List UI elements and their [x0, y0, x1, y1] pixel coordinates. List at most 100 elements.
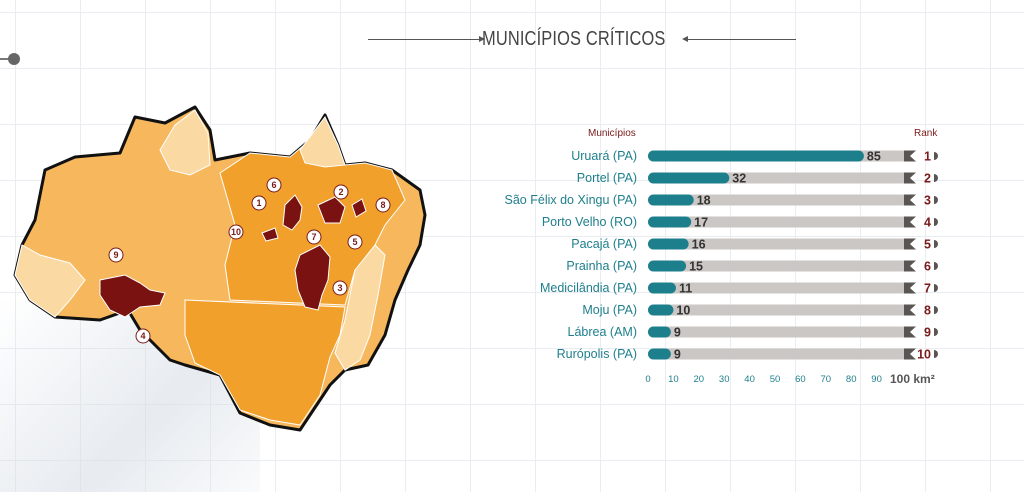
rank-end-cap — [934, 328, 938, 336]
map-pin-circle — [266, 177, 282, 193]
map-pin-circle — [108, 247, 124, 263]
bar — [648, 238, 689, 250]
critical-area-porto-velho — [99, 274, 166, 318]
map-pin-label: 7 — [311, 232, 316, 242]
rank-label: 1 — [924, 150, 931, 164]
category-header: Municípios — [588, 128, 636, 139]
map-pin: 7 — [306, 229, 322, 245]
bar — [648, 194, 694, 206]
rank-arrow — [904, 172, 916, 184]
x-tick-label: 90 — [871, 374, 882, 385]
rank-arrow — [904, 238, 916, 250]
rank-end-cap — [934, 284, 938, 292]
bar-value-label: 18 — [697, 194, 711, 208]
bar — [648, 326, 671, 338]
rank-label: 3 — [924, 194, 931, 208]
bar-track — [648, 238, 908, 250]
map-state-roraima — [159, 109, 211, 176]
bar — [648, 260, 687, 272]
bar-value-label: 15 — [689, 260, 703, 274]
rank-arrow — [904, 194, 916, 206]
rank-end-cap — [934, 174, 938, 182]
bar — [648, 348, 671, 360]
rank-arrow — [904, 326, 916, 338]
bar-row: Uruará (PA) 85 1 — [571, 149, 938, 164]
map-pin: 2 — [333, 184, 349, 200]
rank-end-cap — [934, 306, 938, 314]
map-pin-label: 3 — [337, 283, 342, 293]
amazon-map: 1 2 3 4 5 6 7 8 9 10 — [0, 95, 450, 440]
bar-track — [648, 282, 908, 294]
map-pin: 5 — [347, 234, 363, 250]
x-tick-label: 50 — [770, 374, 781, 385]
rank-label: 4 — [924, 216, 931, 230]
bar-category-label: Pacajá (PA) — [571, 237, 637, 251]
rank-arrow — [904, 260, 916, 272]
bar-row: Moju (PA) 10 8 — [582, 303, 938, 318]
bar-value-label: 85 — [867, 150, 881, 164]
bar-value-label: 9 — [674, 348, 681, 362]
critical-area-portel — [317, 196, 346, 224]
map-pin: 8 — [375, 197, 391, 213]
bar-row: Lábrea (AM) 9 9 — [568, 325, 938, 340]
bar-value-label: 11 — [679, 282, 692, 296]
x-tick-label: 0 — [645, 374, 650, 385]
rank-label: 2 — [924, 172, 931, 186]
rank-end-cap — [934, 218, 938, 226]
map-pin-circle — [375, 197, 391, 213]
critical-area-sao-felix — [294, 244, 331, 311]
critical-area-uruara — [282, 194, 303, 231]
page-title: MUNICÍPIOS CRÍTICOS — [482, 28, 666, 50]
title-rule-right — [682, 36, 796, 42]
rank-arrow — [904, 216, 916, 228]
map-state-mato-grosso — [184, 299, 346, 426]
rank-label: 5 — [924, 238, 931, 252]
rank-label: 8 — [924, 304, 931, 318]
bar-value-label: 17 — [694, 216, 708, 230]
map-state-acre — [14, 244, 86, 318]
critical-area-medicilandia — [261, 227, 279, 242]
title-rule-left — [368, 36, 485, 42]
map-pin-label: 5 — [352, 237, 357, 247]
rank-end-cap — [934, 262, 938, 270]
bar-track — [648, 326, 908, 338]
map-svg: 1 2 3 4 5 6 7 8 9 10 — [13, 105, 427, 432]
rank-label: 7 — [924, 282, 931, 296]
rank-arrow — [904, 282, 916, 294]
bar — [648, 216, 692, 228]
x-tick-label: 20 — [694, 374, 705, 385]
bar-category-label: Medicilândia (PA) — [540, 281, 637, 295]
map-state-amapa — [299, 116, 346, 168]
map-pin-label: 8 — [380, 200, 385, 210]
rank-end-cap — [934, 240, 938, 248]
map-pin-circle — [306, 229, 322, 245]
bar-row: Pacajá (PA) 16 5 — [571, 237, 938, 252]
map-pin: 4 — [135, 328, 151, 344]
bar — [648, 304, 674, 316]
x-tick-label: 30 — [719, 374, 730, 385]
map-pin: 10 — [228, 224, 244, 240]
map-pin-label: 9 — [113, 250, 118, 260]
bar-category-label: Portel (PA) — [577, 171, 637, 185]
bar-category-label: Uruará (PA) — [571, 149, 637, 163]
map-pin-label: 10 — [231, 227, 241, 237]
connector-dot — [8, 53, 20, 65]
bar-track — [648, 216, 908, 228]
rank-label: 10 — [917, 348, 931, 362]
rank-header: Rank — [914, 128, 938, 139]
map-pin-label: 6 — [271, 180, 276, 190]
section-title: MUNICÍPIOS CRÍTICOS — [368, 28, 798, 54]
map-pin-label: 4 — [140, 331, 145, 341]
bar-category-label: Moju (PA) — [582, 303, 637, 317]
map-pins: 1 2 3 4 5 6 7 8 9 10 — [108, 177, 391, 344]
bar-track — [648, 194, 908, 206]
bar-row: Prainha (PA) 15 6 — [566, 259, 938, 274]
map-pin-circle — [251, 195, 267, 211]
rank-end-cap — [934, 152, 938, 160]
bar-track — [648, 304, 908, 316]
rank-end-cap — [934, 196, 938, 204]
rank-label: 6 — [924, 260, 931, 274]
bar — [648, 172, 730, 184]
bar-category-label: Porto Velho (RO) — [542, 215, 637, 229]
x-tick-label: 10 — [668, 374, 679, 385]
